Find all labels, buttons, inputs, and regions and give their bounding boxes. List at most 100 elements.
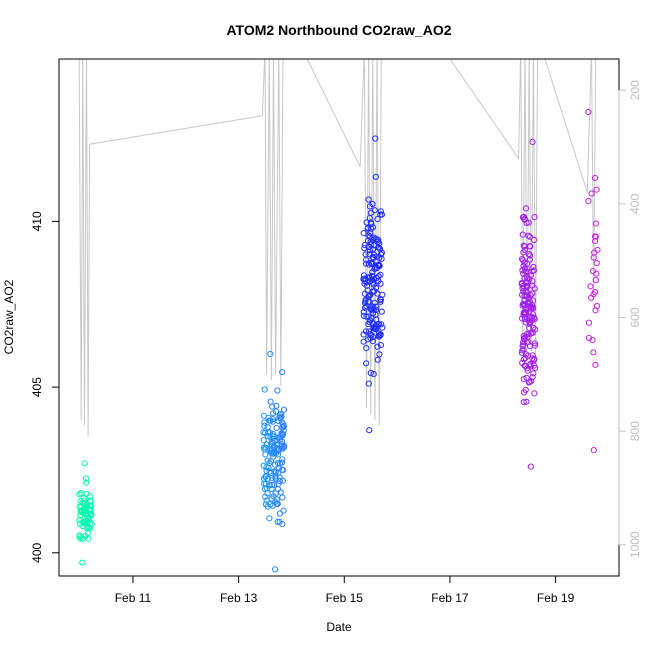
x-tick-label: Feb 15 <box>326 591 364 605</box>
data-point <box>362 251 369 258</box>
data-point <box>83 475 90 482</box>
y-axis: 400 405 410 <box>30 211 60 563</box>
data-point <box>593 260 600 267</box>
data-point <box>519 214 527 221</box>
data-point <box>361 241 368 249</box>
data-point <box>525 379 533 386</box>
secondary-series <box>78 59 597 437</box>
data-points <box>76 108 601 573</box>
data-point <box>279 369 286 376</box>
data-point <box>376 244 383 251</box>
secondary-tick-label: 200 <box>628 80 642 100</box>
data-point <box>273 402 280 409</box>
data-point <box>519 231 526 238</box>
data-point <box>366 427 373 434</box>
data-point <box>592 174 599 181</box>
chart-title: ATOM2 Northbound CO2raw_AO2 <box>226 22 451 38</box>
data-point <box>372 173 379 180</box>
data-point <box>532 364 539 372</box>
data-point <box>525 338 532 345</box>
data-point <box>519 257 527 264</box>
data-point <box>531 390 538 397</box>
data-point <box>376 351 383 358</box>
data-point <box>272 566 279 573</box>
x-axis: Feb 11 Feb 13 Feb 15 Feb 17 Feb 19 <box>115 575 575 605</box>
data-point <box>276 510 283 517</box>
data-point <box>529 138 536 145</box>
x-axis-label: Date <box>326 620 352 634</box>
data-point <box>367 238 374 245</box>
data-point <box>365 380 372 387</box>
data-point <box>81 520 88 527</box>
data-point <box>592 307 599 314</box>
data-point <box>522 288 529 295</box>
data-point <box>76 533 83 540</box>
data-point <box>519 347 526 354</box>
data-point <box>276 477 283 485</box>
data-point <box>363 260 370 267</box>
data-point <box>374 356 381 363</box>
data-point <box>524 299 531 307</box>
data-point <box>523 265 531 272</box>
data-point <box>264 457 271 464</box>
data-point <box>373 316 380 323</box>
data-point <box>360 230 367 237</box>
x-tick-label: Feb 17 <box>431 591 469 605</box>
secondary-tick-label: 1000 <box>628 531 642 558</box>
data-point <box>262 451 269 458</box>
data-point <box>270 431 277 438</box>
data-point <box>267 446 274 453</box>
y-tick-label: 400 <box>30 542 44 562</box>
data-point <box>271 461 279 468</box>
data-point <box>522 386 529 393</box>
data-point <box>369 269 376 276</box>
data-point <box>378 211 385 218</box>
data-point <box>84 525 91 532</box>
data-point <box>363 328 370 335</box>
data-point <box>525 250 533 257</box>
data-point <box>519 302 526 309</box>
data-point <box>84 501 91 508</box>
data-point <box>526 233 534 240</box>
data-point <box>79 559 86 566</box>
data-point <box>81 460 88 467</box>
data-point <box>262 480 269 487</box>
data-point <box>520 311 527 318</box>
data-point <box>372 135 379 142</box>
data-point <box>523 330 531 337</box>
data-point <box>263 485 270 492</box>
data-point <box>520 376 527 383</box>
secondary-line <box>78 59 597 437</box>
data-point <box>266 515 273 522</box>
data-point <box>531 340 539 347</box>
secondary-tick-label: 800 <box>628 421 642 441</box>
data-point <box>279 494 286 501</box>
data-point <box>278 410 285 417</box>
data-point <box>370 281 377 288</box>
data-point <box>366 203 373 210</box>
data-point <box>520 288 527 295</box>
data-point <box>268 477 276 484</box>
data-point <box>377 246 384 253</box>
data-point <box>274 518 281 526</box>
data-point <box>366 298 373 305</box>
data-point <box>378 308 385 315</box>
data-point <box>592 220 600 227</box>
data-point <box>364 287 371 294</box>
data-point <box>527 463 534 470</box>
data-point <box>375 277 382 285</box>
data-point <box>529 278 536 285</box>
data-point <box>280 507 287 514</box>
data-point <box>267 398 274 405</box>
data-point <box>361 280 368 287</box>
data-point <box>592 277 599 284</box>
data-point <box>84 510 91 517</box>
data-point <box>531 285 538 292</box>
data-point <box>84 518 91 525</box>
data-point <box>276 411 284 418</box>
data-point <box>264 503 271 510</box>
data-point <box>368 225 375 232</box>
data-point <box>523 282 530 289</box>
data-point <box>269 481 276 488</box>
